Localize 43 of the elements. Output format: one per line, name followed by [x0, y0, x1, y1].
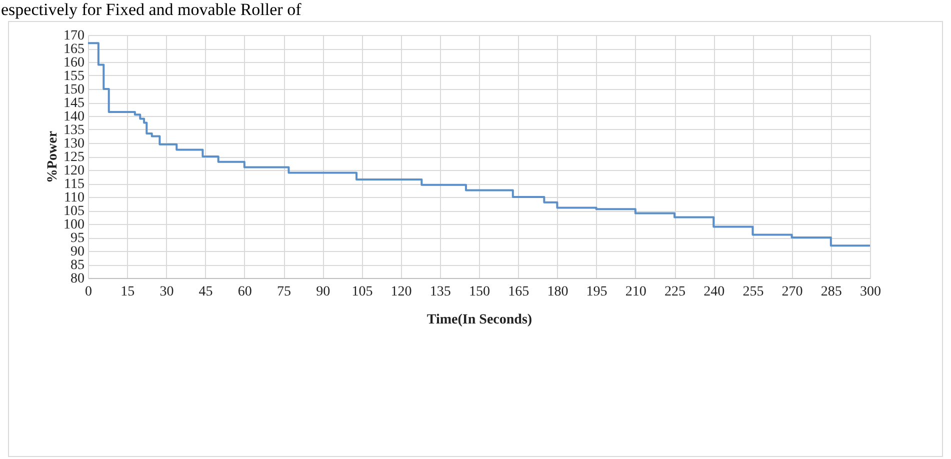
x-tick-label: 180: [547, 284, 568, 300]
x-tick-label: 195: [586, 284, 608, 300]
x-axis-title: Time(In Seconds): [426, 312, 532, 328]
y-tick-label: 150: [64, 82, 84, 98]
x-tick-label: 240: [704, 284, 725, 300]
x-tick-label: 60: [238, 284, 252, 300]
y-tick-label: 145: [64, 96, 84, 111]
y-tick-label: 95: [70, 231, 84, 246]
y-tick-label: 160: [64, 56, 84, 70]
x-tick-label: 225: [664, 284, 686, 300]
y-tick-label: 135: [64, 123, 84, 138]
x-tick-label: 300: [860, 284, 881, 300]
x-tick-label: 255: [742, 284, 764, 300]
x-tick-label: 120: [390, 284, 412, 300]
y-axis-title: %Power: [46, 130, 60, 184]
y-tick-label: 100: [64, 218, 84, 232]
x-tick-label: 45: [198, 284, 213, 300]
y-tick-label: 125: [64, 150, 84, 165]
x-tick-label: 165: [508, 284, 530, 300]
y-tick-label: 165: [64, 42, 84, 57]
y-tick-label: 140: [64, 110, 84, 124]
y-tick-label: 155: [64, 69, 84, 84]
x-tick-label: 210: [625, 284, 646, 300]
x-tick-label: 75: [277, 284, 291, 300]
y-tick-label: 105: [64, 204, 84, 219]
y-tick-label: 80: [70, 272, 84, 286]
y-tick-label: 170: [64, 28, 84, 44]
x-tick-label: 15: [120, 284, 135, 300]
y-tick-label: 90: [70, 244, 84, 260]
x-tick-label: 135: [430, 284, 451, 300]
x-tick-label: 0: [85, 284, 92, 300]
y-tick-label: 120: [64, 164, 84, 178]
x-tick-label: 285: [820, 284, 842, 300]
y-tick-label: 110: [64, 190, 84, 206]
y-tick-label: 85: [70, 258, 84, 273]
text: espectively for Fixed and movable Roller of: [1, 0, 302, 19]
y-tick-label: 115: [64, 177, 84, 192]
y-tick-label: 130: [64, 136, 84, 152]
x-tick-label: 270: [782, 284, 803, 300]
x-tick-label: 30: [160, 284, 174, 300]
x-tick-label: 90: [316, 284, 330, 300]
x-tick-label: 105: [352, 284, 373, 300]
x-tick-label: 150: [469, 284, 490, 300]
